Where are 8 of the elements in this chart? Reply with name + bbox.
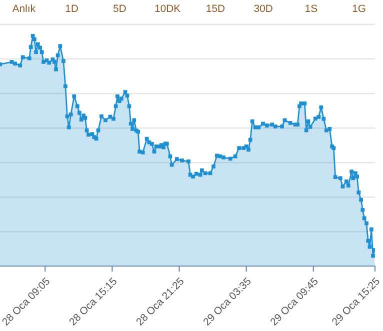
text: 10DK <box>155 4 180 12</box>
text: 30D <box>254 4 272 12</box>
text: 1S <box>306 4 318 12</box>
text: 5D <box>113 4 126 12</box>
text: 1D <box>66 4 78 12</box>
text: Anlık <box>12 4 36 12</box>
text: 1G <box>352 4 366 12</box>
text: 15D <box>206 4 224 12</box>
